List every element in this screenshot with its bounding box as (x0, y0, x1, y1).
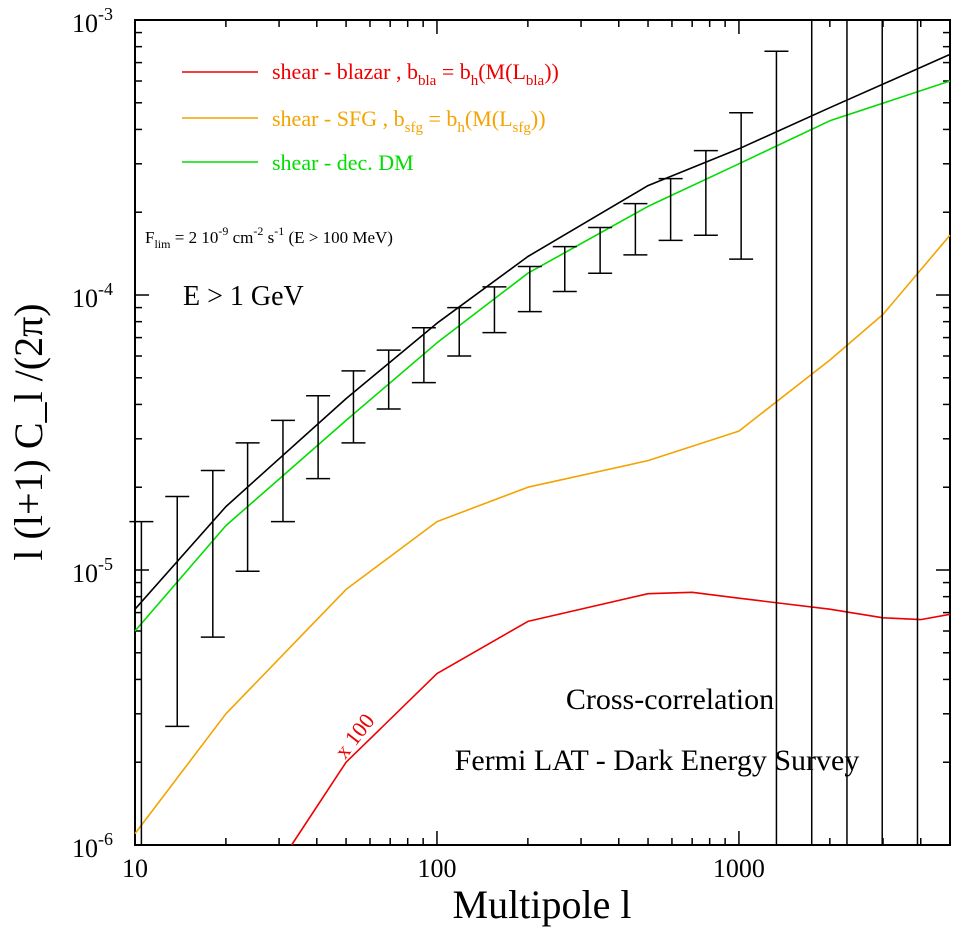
x-axis-title: Multipole l (453, 882, 632, 927)
scale-note-x100: x 100 (329, 709, 379, 763)
y-tick-label: 10-4 (72, 279, 113, 313)
y-tick-label: 10-5 (72, 554, 113, 588)
x-tick-label: 1000 (713, 854, 765, 883)
y-tick-labels: 10-6 10-5 10-4 10-3 (72, 4, 113, 863)
axis-ticks (134, 19, 951, 846)
series-line-2 (134, 234, 951, 835)
x-tick-label: 10 (122, 854, 148, 883)
series-line-1 (134, 80, 951, 632)
plot-title-line1: Cross-correlation (566, 683, 774, 716)
legend-label-blazar: shear - blazar , bbla = bh(M(Lbla)) (272, 59, 559, 89)
plot-frame (134, 19, 951, 846)
energy-cut-label: E > 1 GeV (183, 281, 304, 312)
legend-label-sfg: shear - SFG , bsfg = bh(M(Lsfg)) (272, 106, 546, 136)
error-bars (129, 20, 919, 845)
flux-limit-note: Flim = 2 10-9 cm-2 s-1 (E > 100 MeV) (145, 224, 393, 251)
x-tick-label: 100 (417, 854, 456, 883)
series-line-0 (134, 53, 951, 610)
y-tick-label: 10-6 (72, 829, 113, 863)
series-line-3 (290, 591, 951, 846)
series-layer (134, 53, 951, 846)
x-tick-labels: 10 100 1000 (122, 854, 765, 883)
legend-label-dm: shear - dec. DM (272, 150, 414, 175)
legend: shear - blazar , bbla = bh(M(Lbla)) shea… (182, 59, 559, 175)
plot-title-line2: Fermi LAT - Dark Energy Survey (455, 744, 860, 777)
y-tick-label: 10-3 (72, 4, 113, 38)
y-axis-title: l (l+1) C_l /(2π) (6, 303, 51, 560)
